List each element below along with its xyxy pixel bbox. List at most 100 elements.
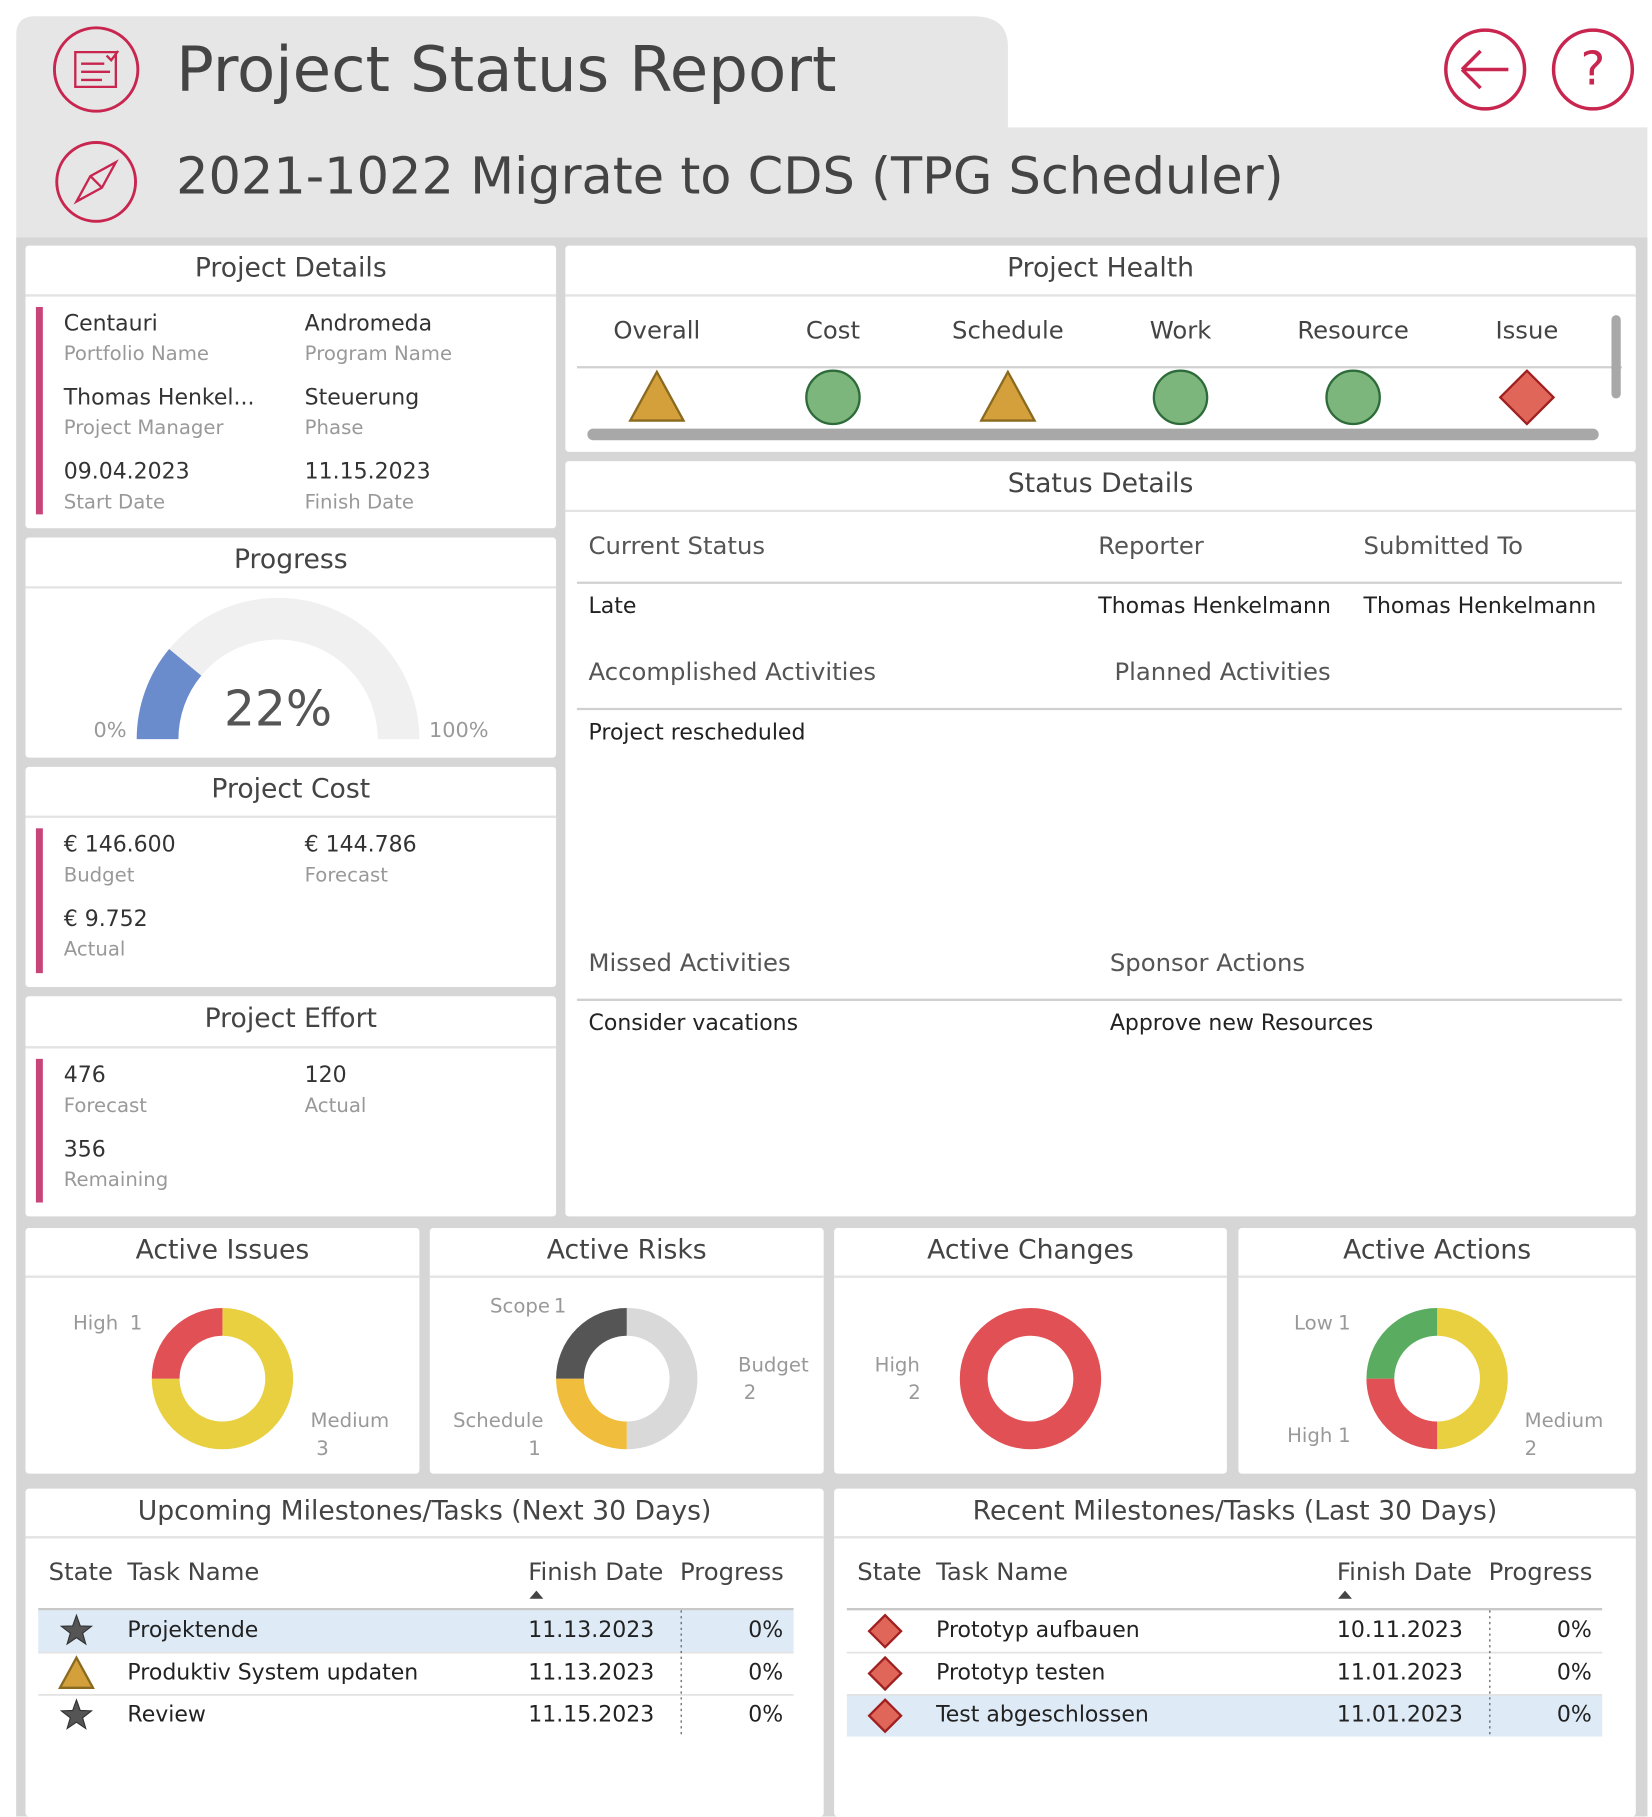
section-heading: Current Status — [589, 531, 766, 560]
column-header: Progress — [1489, 1557, 1593, 1586]
card — [565, 461, 1636, 1217]
row-highlight — [846, 1694, 1603, 1737]
health-icon — [805, 369, 861, 426]
section-heading: Submitted To — [1364, 531, 1523, 560]
field-value: Centauri — [64, 311, 158, 336]
donut-label-value: 1 — [528, 1437, 541, 1460]
finish-date: 11.01.2023 — [1337, 1703, 1463, 1728]
health-label: Issue — [1495, 315, 1558, 344]
compass-icon — [55, 141, 137, 223]
finish-date: 11.13.2023 — [528, 1660, 654, 1685]
state-icon — [867, 1698, 903, 1734]
field-value: € 144.786 — [305, 833, 417, 858]
field-label: Remaining — [64, 1168, 169, 1191]
sort-arrow — [1338, 1590, 1352, 1599]
help-button[interactable]: ? — [1551, 28, 1635, 111]
card-title: Active Risks — [547, 1235, 707, 1266]
finish-date: 11.13.2023 — [528, 1618, 654, 1643]
gauge-track — [136, 597, 420, 740]
progress-value: 0% — [748, 1660, 783, 1685]
card — [25, 1228, 420, 1474]
donut-label-name: High — [875, 1353, 920, 1376]
donut-segment — [151, 1307, 294, 1450]
health-label: Work — [1150, 315, 1212, 344]
progress-value: 0% — [1557, 1703, 1592, 1728]
card — [25, 245, 557, 529]
card-title: Project Health — [1007, 252, 1194, 283]
field-value: 120 — [305, 1063, 347, 1088]
donut-label-value: 2 — [1525, 1437, 1538, 1460]
column-header: State — [857, 1557, 921, 1586]
donut-segment — [1366, 1307, 1438, 1380]
back-button[interactable] — [1444, 28, 1527, 111]
field-label: Program Name — [305, 342, 452, 365]
field-value: € 146.600 — [64, 833, 176, 858]
field-value: 356 — [64, 1137, 106, 1162]
donut-segment — [626, 1307, 698, 1450]
donut-label-name: Schedule — [453, 1409, 543, 1432]
donut-label-value: 1 — [1338, 1312, 1351, 1335]
card-title: Active Changes — [927, 1235, 1134, 1266]
card-title: Upcoming Milestones/Tasks (Next 30 Days) — [138, 1495, 712, 1526]
donut-segment — [556, 1377, 628, 1450]
section-text: Approve new Resources — [1110, 1011, 1373, 1036]
section-text: Consider vacations — [589, 1011, 799, 1036]
scrollbar — [1611, 315, 1621, 399]
state-icon — [59, 1613, 94, 1646]
task-name: Test abgeschlossen — [935, 1703, 1149, 1728]
health-icon — [979, 369, 1037, 422]
health-icon — [1325, 369, 1381, 426]
field-value: € 9.752 — [64, 907, 148, 932]
section-text: Late — [589, 594, 637, 619]
task-name: Produktiv System updaten — [127, 1660, 418, 1685]
card-title: Active Actions — [1343, 1235, 1531, 1266]
section-text: Thomas Henkelmann — [1363, 594, 1597, 619]
donut-label-name: High — [1287, 1424, 1332, 1447]
field-value: Thomas Henkel... — [63, 386, 255, 411]
card-title: Progress — [234, 544, 348, 575]
health-label: Resource — [1297, 315, 1409, 344]
gauge-label: 22% — [224, 681, 332, 737]
page-title: Project Status Report — [176, 33, 836, 106]
svg-text:?: ? — [1581, 41, 1606, 95]
field-label: Phase — [305, 416, 364, 439]
health-label: Overall — [613, 315, 700, 344]
scrollbar — [587, 428, 1599, 441]
accent-bar — [35, 828, 43, 974]
donut-label-value: 2 — [908, 1381, 921, 1404]
column-header: Finish Date — [1337, 1557, 1472, 1586]
section-heading: Planned Activities — [1114, 657, 1330, 686]
field-value: 09.04.2023 — [64, 460, 190, 485]
task-name: Review — [127, 1703, 206, 1728]
section-text: Project rescheduled — [589, 720, 806, 745]
card-title: Project Details — [195, 252, 387, 283]
health-icon — [628, 369, 686, 422]
donut-label-value: 1 — [554, 1294, 567, 1317]
field-label: Start Date — [64, 490, 165, 513]
donut-label-value: 2 — [744, 1381, 757, 1404]
donut-segment — [1436, 1307, 1508, 1450]
donut-segment — [556, 1307, 628, 1380]
donut-label-value: 1 — [130, 1312, 143, 1335]
card-title: Status Details — [1008, 468, 1194, 499]
task-name: Projektende — [127, 1618, 258, 1643]
health-icon — [1498, 369, 1556, 426]
column-header: State — [49, 1557, 113, 1586]
finish-date: 11.01.2023 — [1337, 1660, 1463, 1685]
column-header: Progress — [680, 1557, 784, 1586]
donut-label-name: Scope — [490, 1294, 550, 1317]
donut-segment — [959, 1307, 1102, 1450]
card — [25, 766, 557, 988]
task-name: Prototyp testen — [936, 1660, 1105, 1685]
column-header: Finish Date — [528, 1557, 663, 1586]
state-icon — [867, 1613, 903, 1649]
donut-segment — [1366, 1377, 1438, 1450]
card — [1238, 1228, 1636, 1474]
state-icon — [867, 1655, 903, 1692]
report-glyph — [74, 50, 120, 89]
section-heading: Missed Activities — [589, 948, 791, 977]
health-icon — [1152, 369, 1209, 426]
field-label: Budget — [64, 863, 135, 886]
